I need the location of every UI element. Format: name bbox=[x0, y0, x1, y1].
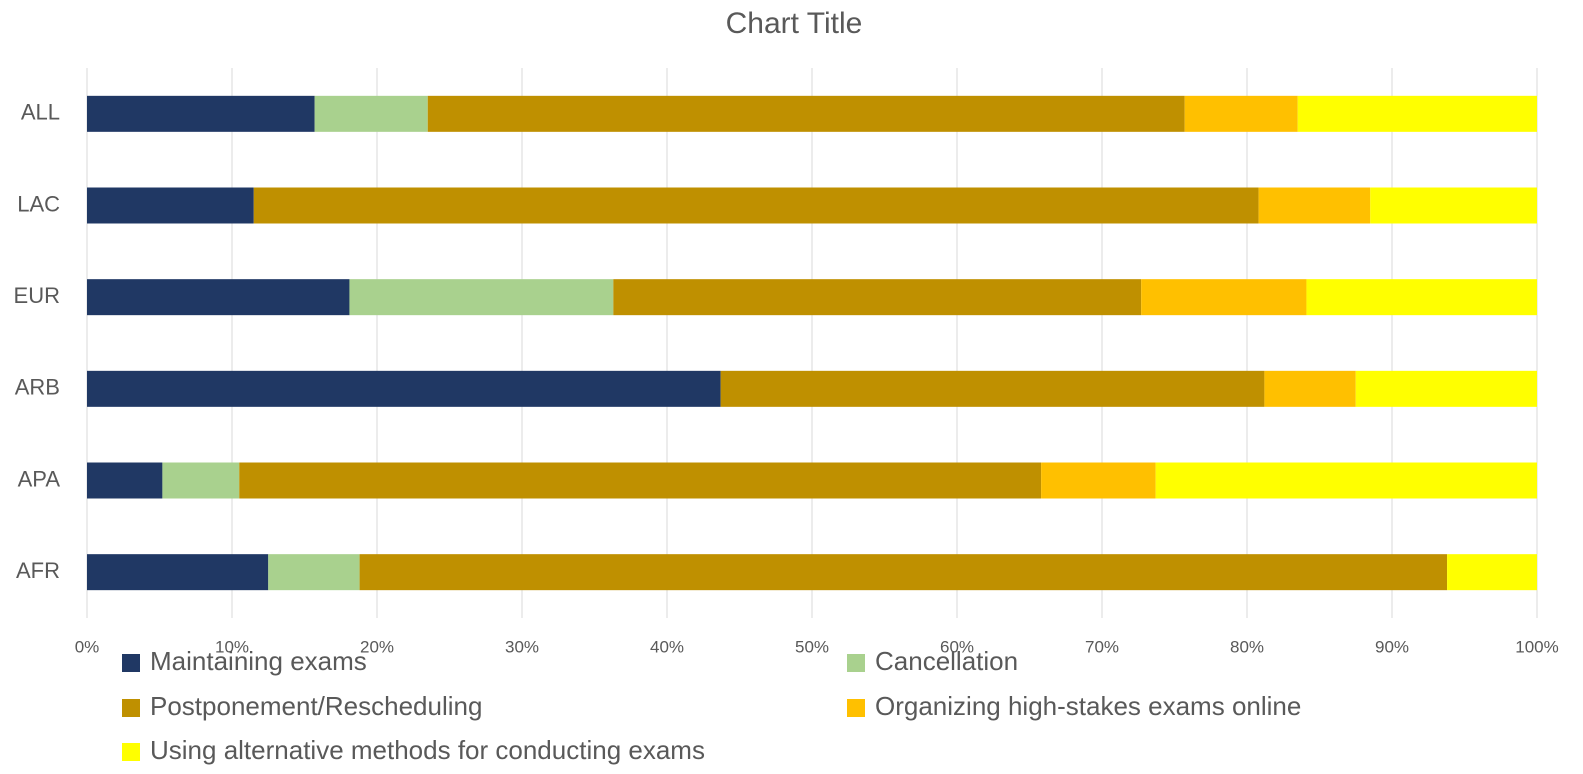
bar-segment bbox=[1041, 462, 1156, 499]
bar-segment bbox=[427, 95, 1185, 132]
bar-segment bbox=[349, 279, 614, 316]
bar-segment bbox=[1264, 370, 1356, 407]
x-tick-label: 90% bbox=[1375, 637, 1409, 656]
x-tick-label: 30% bbox=[505, 637, 539, 656]
x-tick-label: 40% bbox=[650, 637, 684, 656]
bar-segment bbox=[268, 554, 360, 591]
bar-segment bbox=[87, 279, 350, 316]
legend-label: Postponement/Rescheduling bbox=[150, 691, 482, 721]
legend-swatch bbox=[847, 699, 865, 717]
bar-segment bbox=[1141, 279, 1307, 316]
legend-swatch bbox=[847, 654, 865, 672]
x-tick-label: 60% bbox=[940, 637, 974, 656]
y-tick-label: LAC bbox=[17, 191, 60, 216]
x-tick-label: 0% bbox=[75, 637, 100, 656]
bar-segment bbox=[239, 462, 1042, 499]
y-tick-label: EUR bbox=[14, 283, 60, 308]
bar-segment bbox=[613, 279, 1142, 316]
y-tick-label: AFR bbox=[16, 558, 60, 583]
legend-swatch bbox=[122, 699, 140, 717]
legend-label: Using alternative methods for conducting… bbox=[150, 735, 705, 765]
bar-segment bbox=[720, 370, 1265, 407]
bar-segment bbox=[1297, 95, 1537, 132]
bar-segment bbox=[1184, 95, 1298, 132]
x-tick-label: 50% bbox=[795, 637, 829, 656]
bar-segment bbox=[87, 95, 315, 132]
chart-title: Chart Title bbox=[726, 7, 863, 40]
x-tick-label: 70% bbox=[1085, 637, 1119, 656]
x-tick-label: 20% bbox=[360, 637, 394, 656]
x-tick-label: 100% bbox=[1515, 637, 1558, 656]
bar-segment bbox=[87, 462, 163, 499]
bar-segment bbox=[359, 554, 1448, 591]
legend-swatch bbox=[122, 743, 140, 761]
bar-segment bbox=[87, 187, 254, 224]
x-tick-label: 80% bbox=[1230, 637, 1264, 656]
bar-segment bbox=[314, 95, 428, 132]
bar-segment bbox=[1370, 187, 1537, 224]
legend-label: Maintaining exams bbox=[150, 646, 367, 676]
legend-label: Cancellation bbox=[875, 646, 1018, 676]
y-tick-label: ALL bbox=[21, 100, 60, 125]
legend-swatch bbox=[122, 654, 140, 672]
bar-segment bbox=[1306, 279, 1537, 316]
bar-segment bbox=[1258, 187, 1371, 224]
y-tick-label: ARB bbox=[15, 375, 60, 400]
y-tick-label: APA bbox=[18, 466, 61, 491]
x-tick-label: 10% bbox=[215, 637, 249, 656]
bar-segment bbox=[87, 554, 269, 591]
bar-segment bbox=[1447, 554, 1537, 591]
bar-segment bbox=[253, 187, 1259, 224]
bar-segment bbox=[1355, 370, 1537, 407]
legend-label: Organizing high-stakes exams online bbox=[875, 691, 1301, 721]
bar-segment bbox=[162, 462, 240, 499]
bar-segment bbox=[87, 370, 721, 407]
bar-segment bbox=[1155, 462, 1537, 499]
